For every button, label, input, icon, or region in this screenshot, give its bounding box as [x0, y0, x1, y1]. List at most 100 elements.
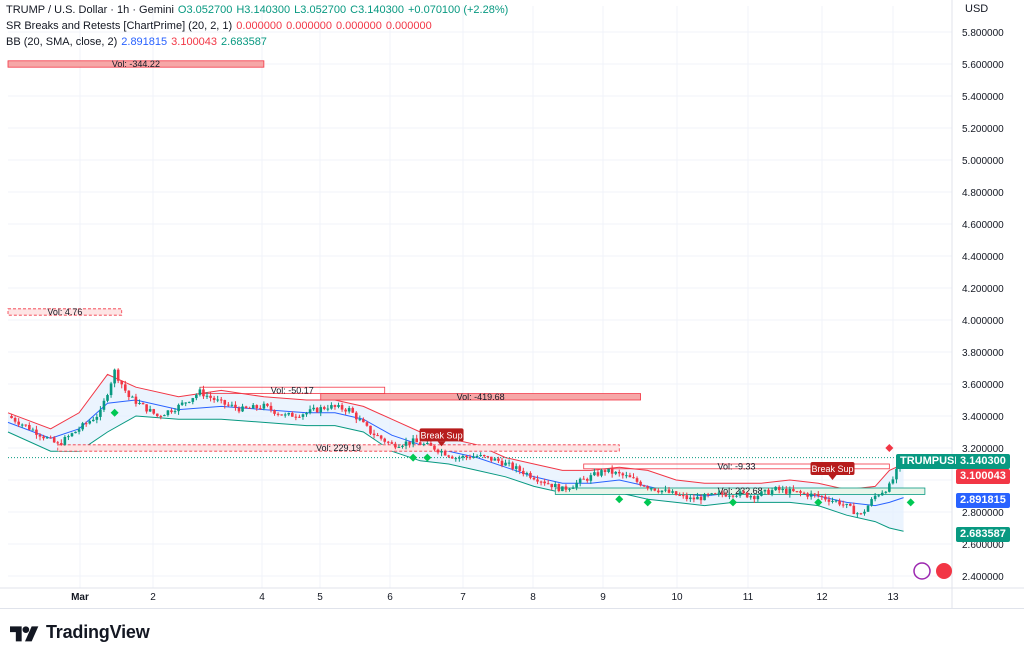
candle-body: [223, 400, 227, 405]
candle-body: [116, 369, 120, 381]
candle-body: [77, 429, 81, 432]
candle-body: [536, 479, 539, 482]
candle-body: [802, 492, 806, 494]
y-tick-label: 4.600000: [962, 220, 1004, 231]
tradingview-logo[interactable]: TradingView: [10, 622, 150, 643]
candle-body: [120, 380, 124, 385]
candle-body: [91, 419, 95, 422]
candle-body: [770, 490, 774, 495]
candle-body: [784, 488, 788, 494]
candle-body: [820, 495, 824, 497]
candle-body: [888, 483, 891, 492]
candle-body: [760, 491, 763, 496]
candle-body: [657, 490, 660, 493]
candle-body: [724, 494, 728, 497]
candle-body: [603, 470, 607, 473]
candle-body: [411, 438, 415, 445]
candle-body: [383, 438, 387, 442]
x-tick-label: 11: [743, 592, 754, 603]
candle-body: [678, 495, 681, 497]
candle-body: [891, 479, 895, 484]
candle-body: [518, 466, 522, 471]
candle-body: [234, 404, 237, 408]
candle-body: [148, 409, 152, 412]
candle-body: [31, 429, 35, 431]
candle-body: [390, 442, 394, 444]
x-tick-label: 13: [887, 592, 899, 603]
candle-body: [84, 423, 88, 425]
candle-body: [330, 405, 333, 409]
candle-body: [287, 412, 291, 415]
change-value: +0.070100 (+2.28%): [407, 4, 509, 16]
candle-body: [152, 409, 156, 414]
candle-body: [56, 442, 60, 444]
candle-body: [138, 402, 141, 404]
candle-body: [522, 470, 525, 475]
candle-body: [607, 468, 610, 473]
candle-body: [482, 455, 486, 457]
candle-body: [617, 471, 621, 474]
candle-body: [123, 384, 127, 391]
candle-body: [681, 495, 685, 497]
indicator-icon: [913, 562, 931, 580]
candle-body: [354, 412, 358, 420]
candle-body: [347, 408, 351, 412]
candle-body: [721, 492, 724, 495]
candle-body: [209, 395, 212, 398]
candle-body: [713, 493, 717, 495]
candle-body: [632, 477, 635, 479]
candle-body: [259, 408, 262, 410]
sr-indicator-row[interactable]: SR Breaks and Retests [ChartPrime] (20, …: [6, 18, 508, 34]
candle-body: [763, 489, 767, 492]
candle-body: [490, 456, 493, 461]
candle-body: [731, 495, 735, 497]
candle-body: [848, 503, 852, 506]
sr-zone-label: Vol: -419.68: [457, 392, 505, 402]
candle-body: [273, 410, 276, 414]
retest-diamond-green: [728, 498, 737, 507]
candle-body: [756, 495, 760, 500]
candle-body: [60, 443, 63, 445]
candle-body: [10, 416, 13, 419]
sr-zone: [7, 60, 265, 68]
candle-body: [582, 478, 586, 480]
candle-body: [251, 405, 255, 409]
candle-body: [873, 495, 877, 500]
candle-body: [408, 441, 411, 445]
candle-body: [35, 429, 38, 435]
candle-body: [699, 496, 703, 501]
symbol-row: TRUMP / U.S. Dollar · 1h · Gemini O3.052…: [6, 2, 508, 18]
y-tick-label: 4.000000: [962, 316, 1004, 327]
x-tick-label: 2: [150, 592, 156, 603]
candle-body: [195, 394, 198, 399]
candle-body: [689, 497, 692, 500]
candle-body: [507, 462, 511, 464]
bb-upper-tag: 3.100043: [956, 469, 1010, 484]
price-chart[interactable]: 5.800000 5.600000 5.400000 5.200000 5.000000…: [0, 0, 1024, 608]
candle-body: [415, 438, 418, 443]
bb-indicator-row[interactable]: BB (20, SMA, close, 2) 2.891815 3.100043…: [6, 34, 508, 50]
candle-body: [202, 389, 205, 397]
candle-body: [653, 488, 657, 491]
currency-label[interactable]: USD: [965, 3, 989, 15]
candle-body: [852, 505, 856, 515]
candle-body: [42, 436, 45, 439]
candle-body: [827, 499, 831, 502]
break-sup-box: [419, 428, 464, 442]
candle-body: [777, 486, 781, 491]
x-tick-label: 8: [530, 592, 536, 603]
retest-diamond-green: [423, 453, 432, 462]
candle-body: [394, 443, 397, 448]
candle-body: [511, 462, 514, 469]
candle-body: [255, 405, 259, 409]
open-value: O3.052700: [177, 4, 233, 16]
candle-body: [244, 406, 248, 408]
candle-body: [312, 407, 315, 410]
candle-body: [813, 493, 817, 495]
candle-body: [621, 473, 625, 476]
symbol-title[interactable]: TRUMP / U.S. Dollar · 1h · Gemini: [6, 4, 174, 16]
chart-legend: TRUMP / U.S. Dollar · 1h · Gemini O3.052…: [6, 2, 508, 50]
candle-body: [440, 450, 443, 453]
candle-body: [337, 405, 340, 407]
candle-body: [742, 491, 745, 493]
